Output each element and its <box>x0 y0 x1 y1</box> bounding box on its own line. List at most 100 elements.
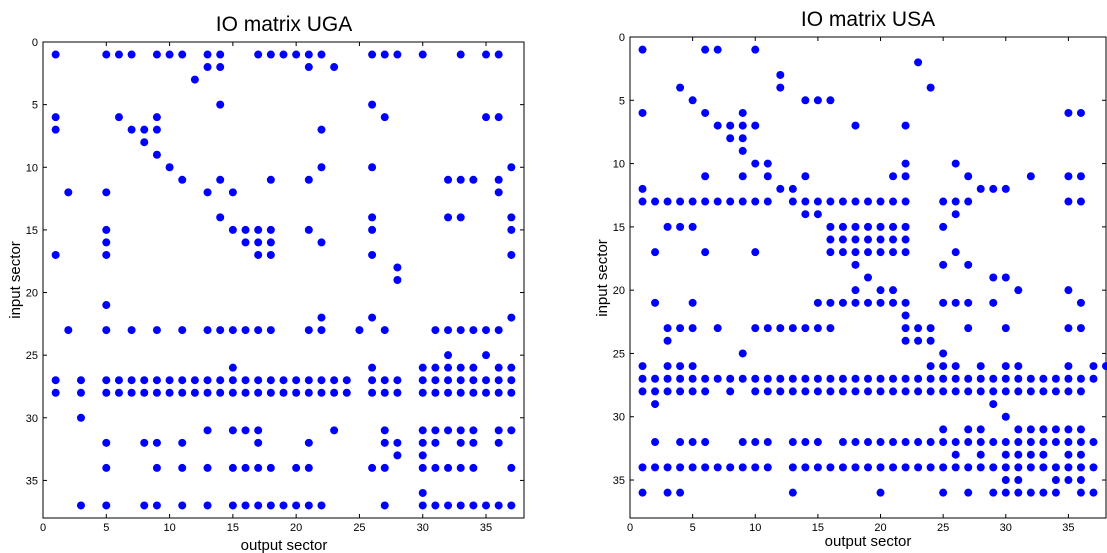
data-point <box>1001 184 1010 193</box>
data-point <box>838 387 847 396</box>
data-point <box>876 235 885 244</box>
data-point <box>368 250 377 259</box>
data-point <box>751 374 760 383</box>
data-point <box>368 463 377 472</box>
data-point <box>901 336 910 345</box>
data-point <box>701 387 710 396</box>
data-point <box>688 362 697 371</box>
data-point <box>393 451 402 460</box>
data-point <box>638 184 647 193</box>
data-point <box>939 197 948 206</box>
data-point <box>431 388 440 397</box>
data-point <box>826 235 835 244</box>
data-point <box>241 388 250 397</box>
data-point <box>939 387 948 396</box>
data-point <box>939 425 948 434</box>
data-point <box>713 197 722 206</box>
data-point <box>1064 463 1073 472</box>
data-point <box>418 376 427 385</box>
x-tick-label: 0 <box>627 522 633 534</box>
data-point <box>751 197 760 206</box>
data-point <box>964 197 973 206</box>
data-point <box>751 324 760 333</box>
data-point <box>254 376 263 385</box>
data-point <box>826 298 835 307</box>
data-point <box>342 376 351 385</box>
data-point <box>444 363 453 372</box>
data-point <box>964 298 973 307</box>
data-point <box>152 376 161 385</box>
data-point <box>418 363 427 372</box>
data-point <box>393 376 402 385</box>
data-point <box>776 83 785 92</box>
data-point <box>456 388 465 397</box>
data-point <box>713 45 722 54</box>
data-point <box>801 96 810 105</box>
data-point <box>1102 362 1107 371</box>
data-point <box>751 45 760 54</box>
data-point <box>1014 286 1023 295</box>
data-point <box>939 374 948 383</box>
data-point <box>1014 476 1023 485</box>
data-point <box>1064 324 1073 333</box>
data-point <box>494 501 503 510</box>
data-point <box>1076 172 1085 181</box>
data-point <box>292 50 301 59</box>
data-point <box>494 376 503 385</box>
data-point <box>368 363 377 372</box>
data-point <box>469 175 478 184</box>
data-point <box>469 326 478 335</box>
data-point <box>102 250 111 259</box>
data-point <box>330 388 339 397</box>
data-point <box>964 463 973 472</box>
data-point <box>951 197 960 206</box>
data-point <box>444 388 453 397</box>
data-point <box>876 286 885 295</box>
data-point <box>976 463 985 472</box>
data-point <box>951 438 960 447</box>
data-point <box>838 222 847 231</box>
data-point <box>127 50 136 59</box>
data-point <box>1001 463 1010 472</box>
data-point <box>651 438 660 447</box>
data-point <box>1001 387 1010 396</box>
data-point <box>851 197 860 206</box>
data-point <box>851 260 860 269</box>
data-point <box>676 463 685 472</box>
data-point <box>926 438 935 447</box>
x-tick-label: 25 <box>937 522 949 534</box>
data-point <box>165 50 174 59</box>
data-point <box>864 235 872 244</box>
data-point <box>216 388 225 397</box>
data-point <box>776 387 785 396</box>
data-point <box>713 121 722 130</box>
data-point <box>380 463 389 472</box>
data-point <box>178 326 187 335</box>
data-point <box>763 387 772 396</box>
data-point <box>456 463 465 472</box>
data-point <box>216 213 225 222</box>
data-point <box>826 324 835 333</box>
data-point <box>494 113 503 122</box>
data-point <box>1064 286 1073 295</box>
data-point <box>76 388 85 397</box>
data-point <box>51 250 60 259</box>
data-point <box>304 388 313 397</box>
data-point <box>889 197 898 206</box>
data-point <box>380 376 389 385</box>
data-point <box>482 501 491 510</box>
data-point <box>813 298 822 307</box>
y-tick-label: 10 <box>613 159 625 171</box>
x-axis-label: output sector <box>825 533 912 550</box>
x-axis-label: output sector <box>241 537 328 553</box>
data-point <box>1064 387 1073 396</box>
data-point <box>1064 425 1073 434</box>
data-point <box>127 388 136 397</box>
data-point <box>241 501 250 510</box>
data-point <box>102 225 111 234</box>
data-point <box>1076 463 1085 472</box>
data-point <box>114 376 123 385</box>
y-tick-label: 10 <box>26 162 38 174</box>
data-point <box>178 388 187 397</box>
